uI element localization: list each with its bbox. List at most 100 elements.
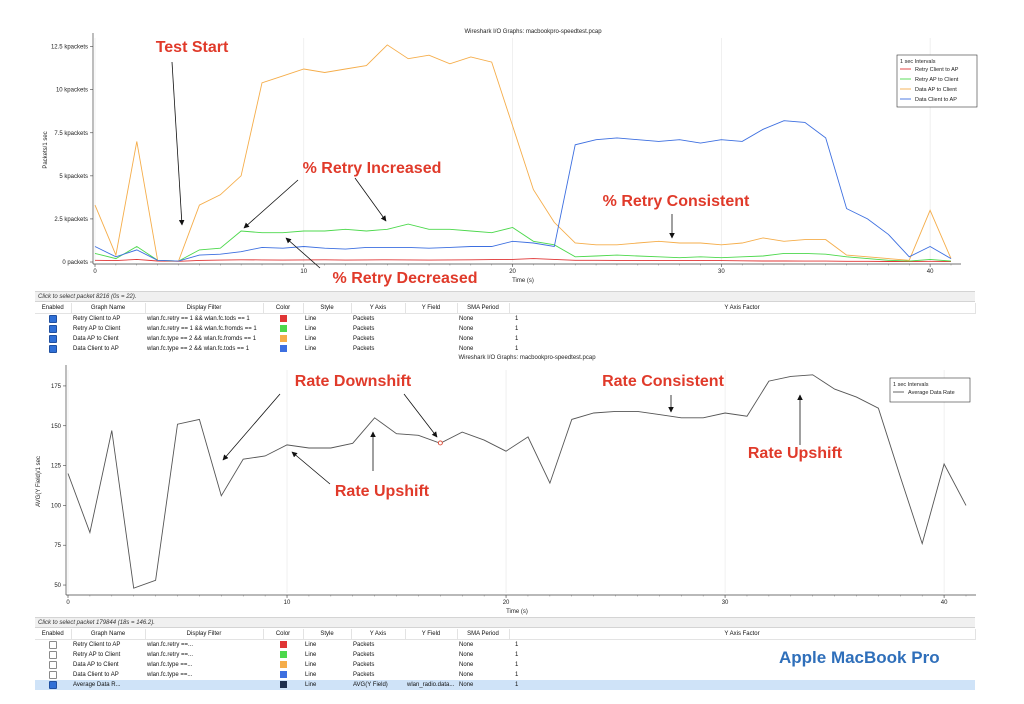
table-row[interactable]: Retry Client to AP wlan.fc.retry == 1 && … (35, 314, 975, 325)
chart-packets[interactable]: Wireshark I/O Graphs: macbookpro-speedte… (43, 29, 978, 287)
annotation-label: Rate Consistent (602, 373, 724, 390)
enabled-checkbox[interactable] (49, 641, 57, 649)
y-axis-label: AVG(Y Field)/1 sec (36, 456, 42, 507)
column-header[interactable]: SMA Period (457, 629, 510, 640)
color-swatch[interactable] (279, 661, 287, 669)
annotation-arrow (285, 237, 321, 269)
table-row[interactable]: Data Client to AP wlan.fc.type == 2 && wl… (35, 344, 975, 354)
column-header[interactable]: Style (303, 629, 352, 640)
column-header[interactable]: Graph Name (71, 303, 146, 314)
enabled-checkbox[interactable] (49, 345, 57, 353)
chart-title: Wireshark I/O Graphs: macbookpro-speedte… (458, 355, 596, 361)
style-cell: Line (303, 680, 351, 690)
yfield-cell (405, 344, 457, 354)
color-swatch[interactable] (279, 681, 287, 689)
y-tick-label: 7.5 kpackets (54, 131, 88, 137)
y-tick-label: 75 (54, 543, 61, 549)
x-tick-label: 0 (93, 269, 97, 275)
yfield-cell (405, 324, 457, 334)
color-swatch[interactable] (279, 641, 287, 649)
color-swatch[interactable] (279, 651, 287, 659)
enabled-checkbox[interactable] (49, 315, 57, 323)
enabled-checkbox[interactable] (49, 325, 57, 333)
color-swatch[interactable] (279, 345, 287, 353)
style-cell: Line (305, 642, 317, 648)
enabled-checkbox[interactable] (49, 661, 57, 669)
enabled-checkbox[interactable] (49, 335, 57, 343)
factor-cell: 1 (515, 672, 519, 678)
legend-label-1: Retry Client to AP (915, 67, 959, 73)
x-tick-label: 20 (509, 269, 516, 275)
filter-cell: wlan.fc.type == 2 && wlan.fc.fromds == 1 (147, 336, 257, 342)
style-cell: Line (305, 316, 317, 322)
y-tick-label: 10 kpackets (56, 88, 88, 94)
enabled-checkbox[interactable] (49, 671, 57, 679)
column-header[interactable]: Enabled (35, 303, 72, 314)
yaxis-cell: Packets (353, 672, 375, 678)
color-swatch[interactable] (279, 671, 287, 679)
annotation-arrow (171, 61, 185, 226)
column-header[interactable]: Y Field (405, 629, 458, 640)
enabled-cell (35, 334, 71, 344)
sma-cell: None (459, 662, 474, 668)
table-row[interactable]: Retry Client to AP wlan.fc.retry ==... Lin… (35, 640, 975, 651)
name-cell: Data AP to Client (73, 662, 119, 668)
table-row[interactable]: Retry AP to Client wlan.fc.retry == 1 && … (35, 324, 975, 334)
y-tick-label: 100 (51, 503, 62, 509)
sma-cell: None (457, 680, 509, 690)
column-header[interactable]: Color (263, 303, 304, 314)
x-tick-label: 10 (300, 269, 307, 275)
factor-cell: 1 (509, 680, 975, 690)
filter-cell: wlan.fc.retry ==... (147, 642, 194, 648)
annotation-label: Rate Downshift (295, 373, 412, 390)
column-header[interactable]: Graph Name (71, 629, 146, 640)
enabled-cell (35, 314, 71, 325)
sma-cell: None (459, 336, 474, 342)
table-row[interactable]: Average Data R... Line AVG(Y Field) wlan_ra… (35, 680, 975, 690)
y-tick-label: 5 kpackets (59, 174, 88, 180)
name-cell: Retry AP to Client (73, 326, 121, 332)
column-header[interactable]: Y Field (405, 303, 458, 314)
table-row[interactable]: Retry AP to Client wlan.fc.retry ==... Lin… (35, 650, 975, 660)
table-row[interactable]: Data AP to Client wlan.fc.type == 2 && wl… (35, 334, 975, 344)
color-swatch[interactable] (279, 315, 287, 323)
y-tick-label: 150 (51, 424, 62, 430)
table-row[interactable]: Data AP to Client wlan.fc.type ==... Line P… (35, 660, 975, 670)
style-cell: Line (305, 336, 317, 342)
factor-cell: 1 (515, 336, 519, 342)
enabled-checkbox[interactable] (49, 681, 57, 689)
column-header[interactable]: Style (303, 303, 352, 314)
enabled-checkbox[interactable] (49, 651, 57, 659)
yaxis-cell: Packets (353, 652, 375, 658)
name-cell: Data Client to AP (73, 672, 119, 678)
color-cell (263, 314, 303, 325)
filter-cell: wlan.fc.type ==... (147, 662, 193, 668)
yfield-cell (405, 660, 457, 670)
series-line-1 (67, 374, 967, 589)
column-header[interactable]: Color (263, 629, 304, 640)
column-header[interactable]: Y Axis Factor (509, 629, 976, 640)
column-header[interactable]: Enabled (35, 629, 72, 640)
color-swatch[interactable] (279, 335, 287, 343)
name-cell: Data Client to AP (73, 346, 119, 352)
column-header[interactable]: Y Axis (351, 629, 406, 640)
color-swatch[interactable] (279, 325, 287, 333)
status-bar-1: Click to select packet 8216 (0s = 22). (35, 291, 975, 302)
style-cell: Line (305, 652, 317, 658)
chart-avg-data-rate[interactable]: Wireshark I/O Graphs: macbookpro-speedte… (36, 355, 976, 615)
table-row[interactable]: Data Client to AP wlan.fc.type ==... Line P… (35, 670, 975, 680)
factor-cell: 1 (515, 642, 519, 648)
y-axis-label: Packets/1 sec (43, 131, 49, 168)
annotation-label: Test Start (156, 39, 229, 56)
yaxis-cell: Packets (353, 336, 375, 342)
column-header[interactable]: Display Filter (145, 303, 264, 314)
column-header[interactable]: Y Axis Factor (509, 303, 976, 314)
color-cell (263, 660, 303, 670)
y-tick-label: 175 (51, 384, 62, 390)
column-header[interactable]: Display Filter (145, 629, 264, 640)
column-header[interactable]: Y Axis (351, 303, 406, 314)
enabled-cell (35, 670, 71, 680)
factor-cell: 1 (515, 346, 519, 352)
column-header[interactable]: SMA Period (457, 303, 510, 314)
enabled-cell (35, 660, 71, 670)
